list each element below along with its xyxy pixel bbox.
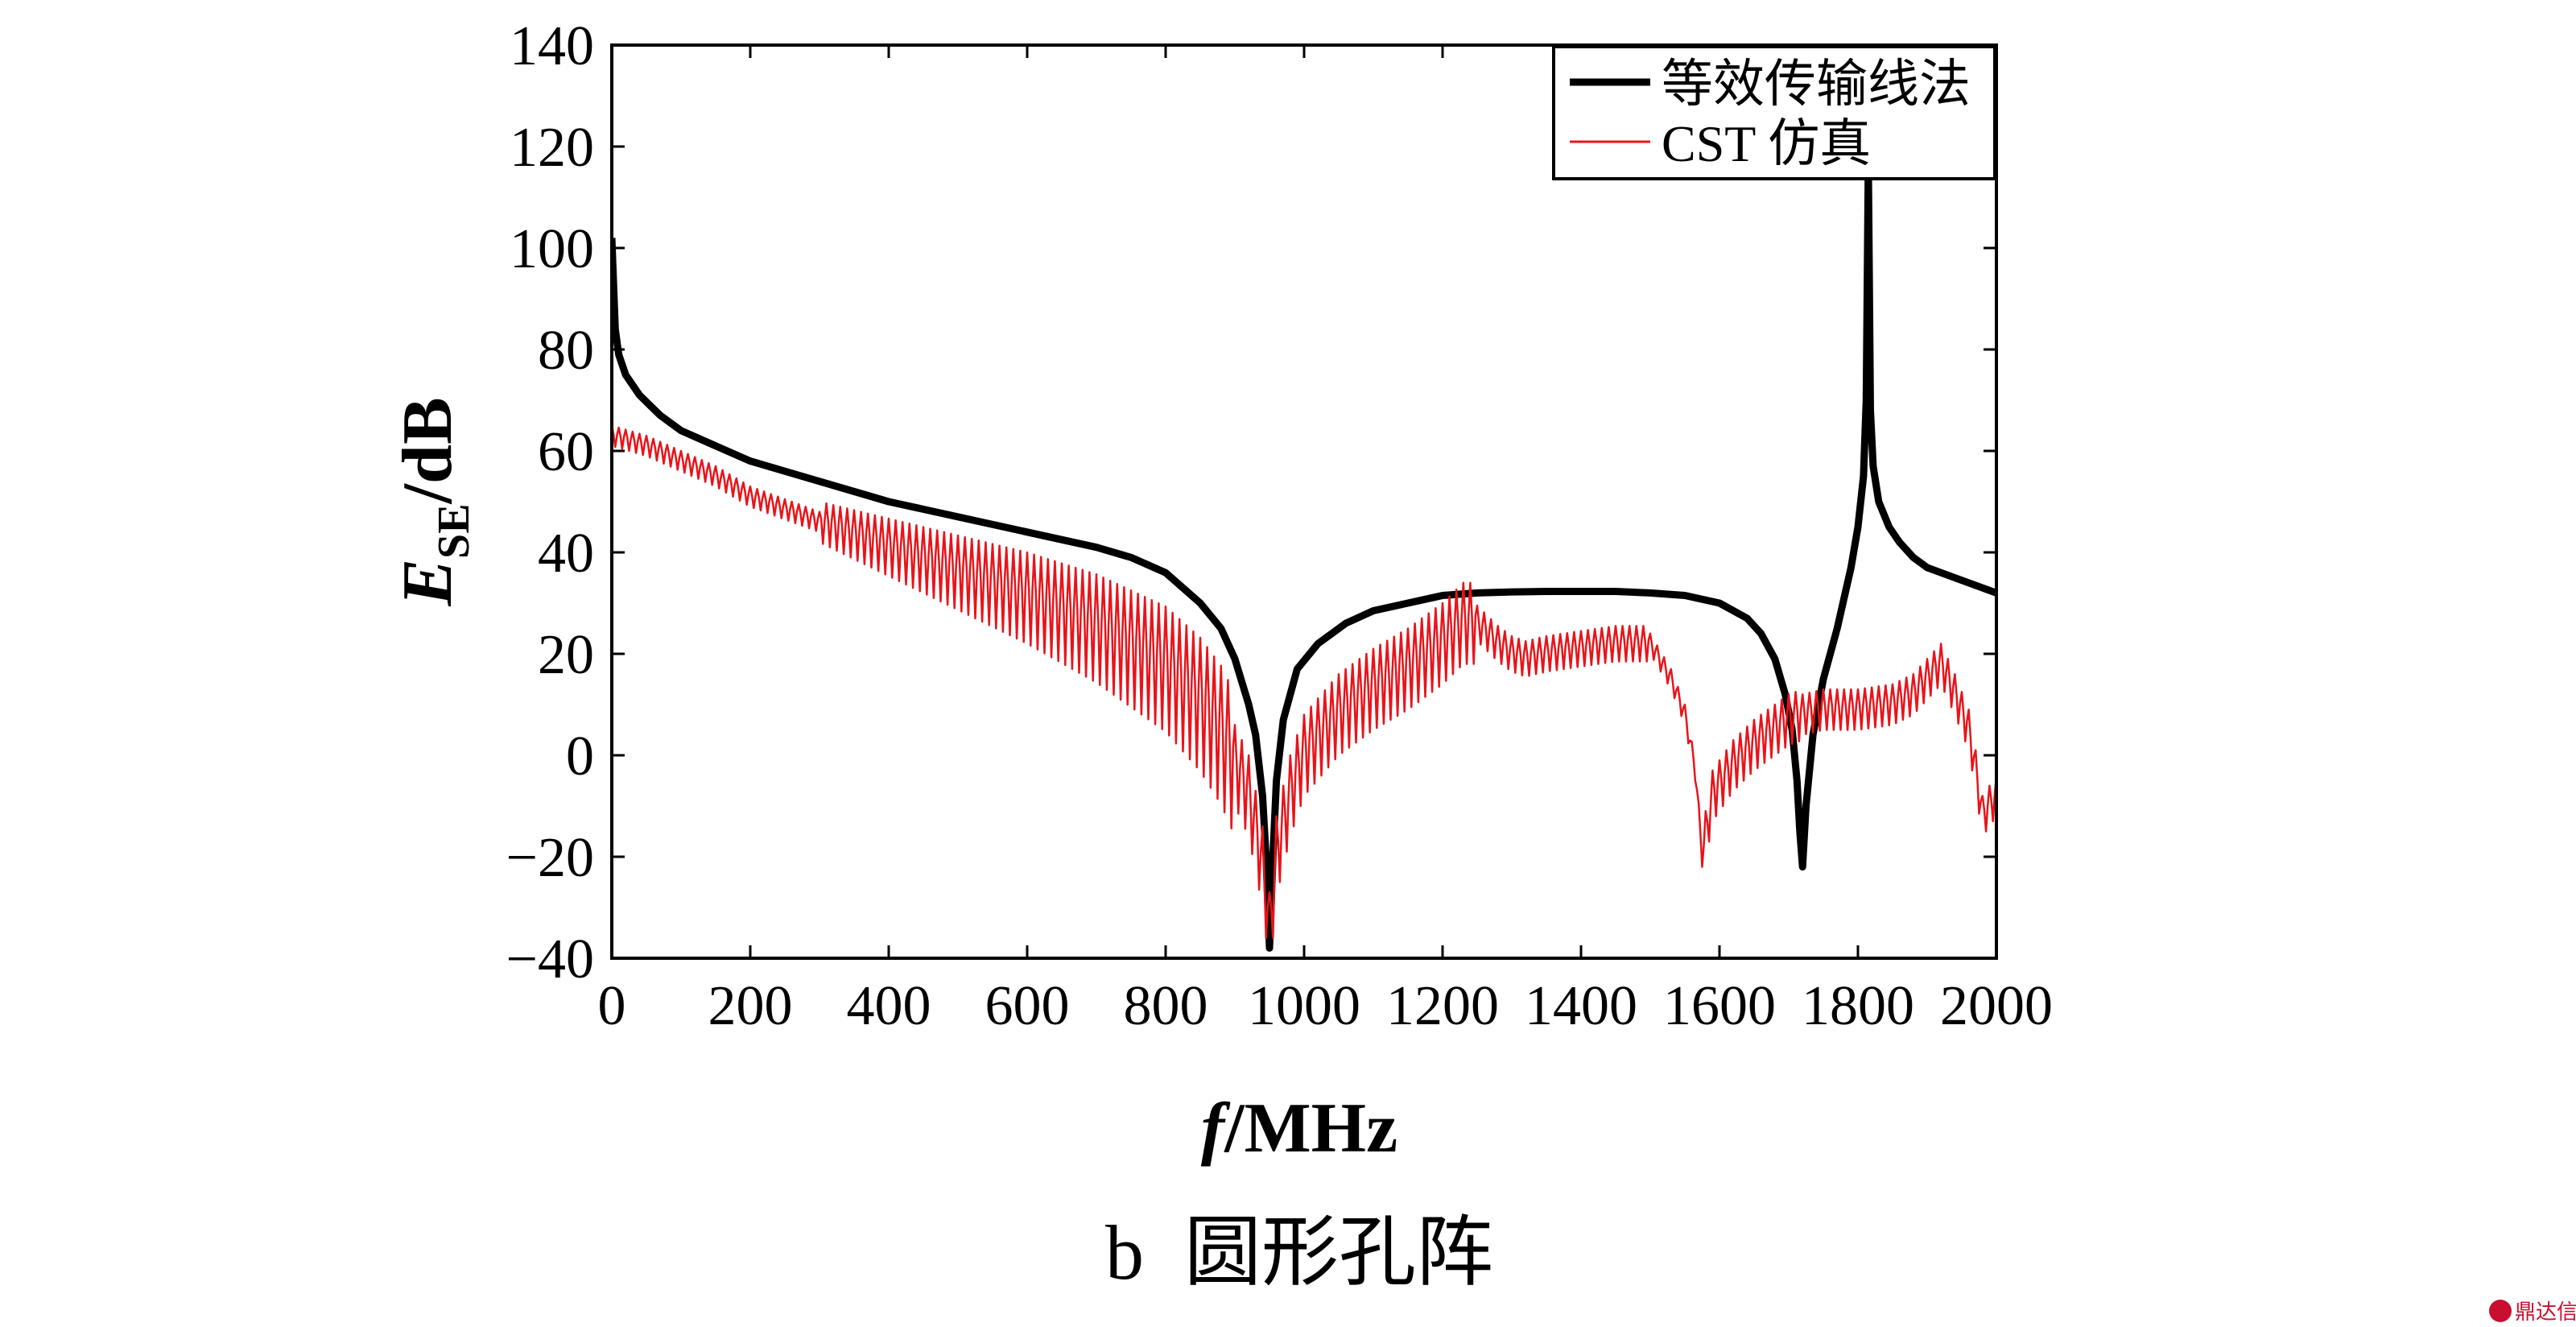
axis-ticks: 0 200 400 600 800 1000 1200 1400 1600 1800 2000−40… (506, 15, 2053, 1037)
x-tick-label: 0 (598, 975, 626, 1037)
x-tick-label: 1600 (1663, 975, 1776, 1037)
legend-label-2: CST 仿真 (1662, 115, 1871, 172)
x-tick-label: 1800 (1802, 975, 1914, 1037)
watermark-text: 鼎达信 (2515, 1300, 2576, 1325)
y-tick-label: 80 (538, 320, 594, 382)
series-line-2 (612, 425, 1996, 940)
caption-letter: b (1105, 1209, 1144, 1296)
legend-label-1: 等效传输线法 (1662, 56, 1971, 113)
series-layer (612, 158, 1996, 952)
watermark-logo-icon (2489, 1300, 2512, 1322)
x-tick-label: 400 (847, 975, 931, 1037)
y-axis-title-main: E (389, 559, 467, 607)
y-tick-label: 60 (538, 421, 594, 483)
y-tick-label: 140 (510, 15, 594, 77)
caption-text: 圆形孔阵 (1184, 1209, 1493, 1296)
x-tick-label: 800 (1124, 975, 1208, 1037)
x-tick-label: 1400 (1525, 975, 1637, 1037)
y-tick-label: −40 (506, 928, 594, 990)
y-tick-label: 100 (510, 218, 594, 280)
x-tick-label: 600 (985, 975, 1070, 1037)
legend-box (1552, 45, 1996, 180)
x-tick-label: 2000 (1940, 975, 2053, 1037)
y-tick-label: 40 (538, 523, 594, 585)
y-tick-label: −20 (506, 827, 594, 889)
y-axis-title-unit: /dB (389, 397, 467, 504)
plot-area (610, 43, 1998, 960)
y-tick-label: 120 (510, 117, 594, 179)
x-axis-title-unit: /MHz (1224, 1089, 1397, 1168)
y-axis-title-sub: SE (429, 503, 479, 559)
y-tick-label: 0 (566, 726, 594, 788)
y-axis-title: ESE/dB (389, 397, 479, 606)
x-tick-label: 1200 (1386, 975, 1499, 1037)
y-tick-label: 20 (538, 624, 594, 686)
figure-caption: b 圆形孔阵 (1105, 1209, 1493, 1296)
x-axis-title: f/MHz (1201, 1089, 1397, 1168)
series-line-1 (612, 158, 1996, 952)
x-tick-label: 200 (708, 975, 793, 1037)
x-tick-label: 1000 (1248, 975, 1360, 1037)
